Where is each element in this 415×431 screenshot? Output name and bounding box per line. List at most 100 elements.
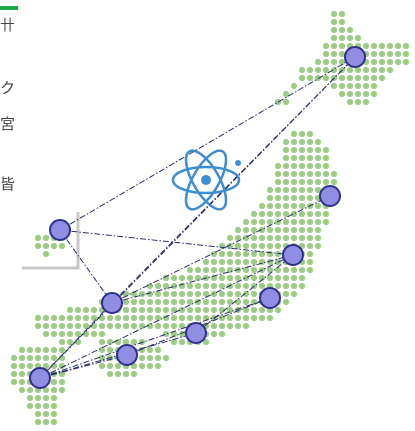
land-dot	[122, 298, 130, 306]
network-link	[39, 302, 113, 379]
land-dot	[34, 322, 42, 330]
network-node	[29, 367, 51, 389]
land-dot	[210, 298, 218, 306]
land-dot	[290, 82, 298, 90]
land-dot	[322, 74, 330, 82]
network-node	[101, 292, 123, 314]
land-dot	[298, 226, 306, 234]
land-dot	[58, 346, 66, 354]
land-dot	[370, 50, 378, 58]
land-dot	[386, 50, 394, 58]
land-dot	[146, 282, 154, 290]
land-dot	[194, 290, 202, 298]
land-dot	[274, 306, 282, 314]
land-dot	[306, 162, 314, 170]
land-dot	[226, 322, 234, 330]
land-dot	[354, 34, 362, 42]
land-dot	[98, 338, 106, 346]
land-dot	[114, 338, 122, 346]
land-dot	[250, 226, 258, 234]
land-dot	[314, 58, 322, 66]
land-dot	[106, 322, 114, 330]
land-dot	[42, 386, 50, 394]
land-dot	[26, 394, 34, 402]
land-dot	[218, 290, 226, 298]
land-dot	[362, 66, 370, 74]
network-nodes	[29, 46, 366, 389]
land-dot	[18, 354, 26, 362]
land-dot	[10, 354, 18, 362]
land-dot	[218, 306, 226, 314]
land-dot	[362, 98, 370, 106]
land-dot	[322, 50, 330, 58]
land-dot	[154, 306, 162, 314]
land-dot	[298, 74, 306, 82]
land-dot	[90, 306, 98, 314]
land-dot	[194, 282, 202, 290]
land-dot	[386, 58, 394, 66]
land-dot	[138, 290, 146, 298]
land-dot	[306, 138, 314, 146]
land-dot	[290, 218, 298, 226]
land-dot	[282, 146, 290, 154]
land-dot	[42, 402, 50, 410]
land-dot	[338, 74, 346, 82]
land-dot	[34, 418, 42, 426]
land-dot	[202, 338, 210, 346]
land-dot	[154, 314, 162, 322]
land-dot	[146, 346, 154, 354]
land-dot	[298, 210, 306, 218]
land-dot	[322, 42, 330, 50]
land-dot	[330, 42, 338, 50]
land-dot	[306, 178, 314, 186]
land-dot	[290, 290, 298, 298]
land-dot	[322, 178, 330, 186]
land-dot	[82, 306, 90, 314]
land-dot	[298, 154, 306, 162]
land-dot	[282, 226, 290, 234]
edge-text-1: 卄	[0, 16, 16, 34]
land-dot	[250, 290, 258, 298]
land-dot	[162, 290, 170, 298]
land-dot	[290, 130, 298, 138]
land-dot	[18, 370, 26, 378]
land-dot	[266, 218, 274, 226]
network-link	[39, 354, 128, 379]
land-dot	[250, 258, 258, 266]
network-node	[49, 219, 71, 241]
land-dot	[250, 306, 258, 314]
land-dot	[306, 218, 314, 226]
land-dot	[250, 218, 258, 226]
land-dot	[26, 402, 34, 410]
land-dot	[394, 58, 402, 66]
land-dot	[378, 58, 386, 66]
land-dot	[138, 354, 146, 362]
land-dot	[146, 322, 154, 330]
land-dot	[130, 322, 138, 330]
land-dot	[290, 274, 298, 282]
land-dot	[346, 98, 354, 106]
land-dot	[138, 314, 146, 322]
land-dot	[26, 362, 34, 370]
land-dot	[322, 170, 330, 178]
network-link	[126, 297, 271, 356]
network-link	[39, 56, 356, 379]
land-dot	[186, 306, 194, 314]
land-dot	[122, 370, 130, 378]
land-dot	[218, 282, 226, 290]
land-dot	[82, 322, 90, 330]
land-dot	[146, 314, 154, 322]
land-dot	[298, 266, 306, 274]
land-dot	[290, 202, 298, 210]
land-dot	[74, 306, 82, 314]
land-dot	[66, 330, 74, 338]
land-dot	[266, 186, 274, 194]
land-dot	[306, 250, 314, 258]
land-dot	[218, 242, 226, 250]
land-dot	[114, 314, 122, 322]
land-dot	[250, 242, 258, 250]
land-dot	[306, 194, 314, 202]
land-dot	[314, 186, 322, 194]
land-dot	[306, 170, 314, 178]
japan-dot-map	[10, 10, 410, 426]
